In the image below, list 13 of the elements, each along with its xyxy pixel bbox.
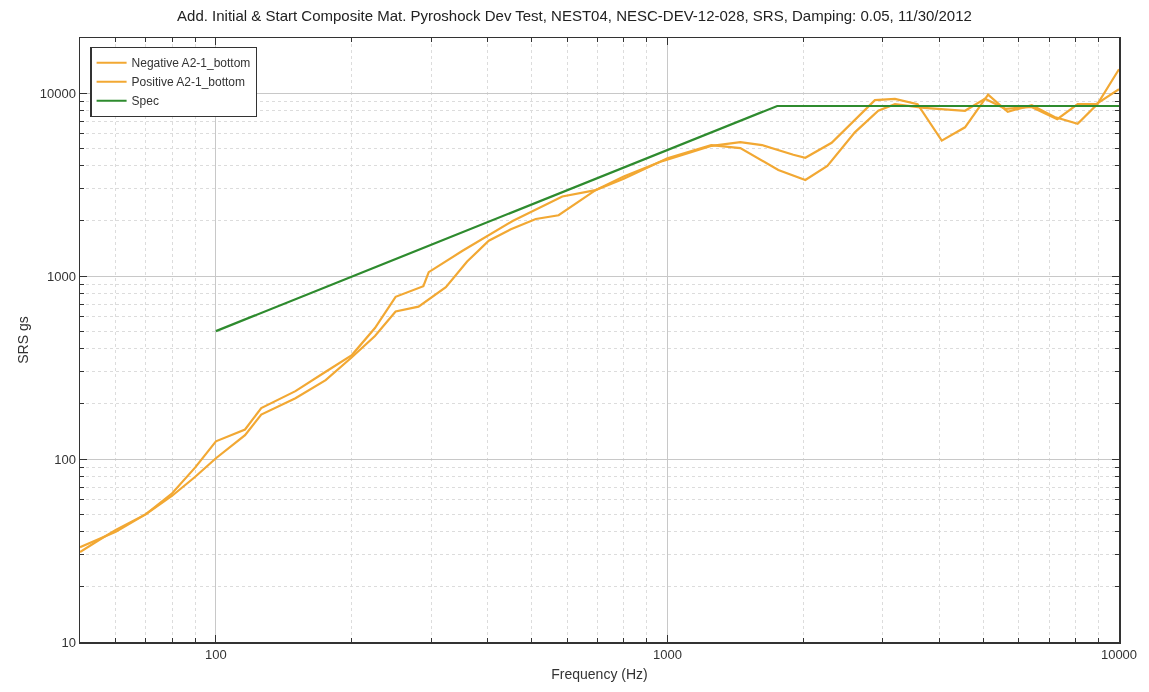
x-tick-label: 100 xyxy=(205,647,227,663)
y-tick-label: 100 xyxy=(54,451,76,467)
x-tick-label: 1000 xyxy=(653,647,682,663)
y-tick-label: 10000 xyxy=(39,85,76,101)
x-axis-title: Frequency (Hz) xyxy=(551,666,648,683)
legend-label: Spec xyxy=(131,94,159,109)
y-tick-label: 10 xyxy=(61,634,76,650)
x-tick-label: 10000 xyxy=(1100,647,1138,663)
y-axis-title: SRS gs xyxy=(14,316,31,364)
y-tick-label: 1000 xyxy=(46,268,76,284)
legend-label: Negative A2-1_bottom xyxy=(131,56,251,71)
legend-label: Positive A2-1_bottom xyxy=(131,75,245,90)
chart-title: Add. Initial & Start Composite Mat. Pyroshock Dev Test, NEST04, NESC-DEV-12-028, SRS, Damping: 0.05, 11/30/2012 xyxy=(177,6,972,24)
